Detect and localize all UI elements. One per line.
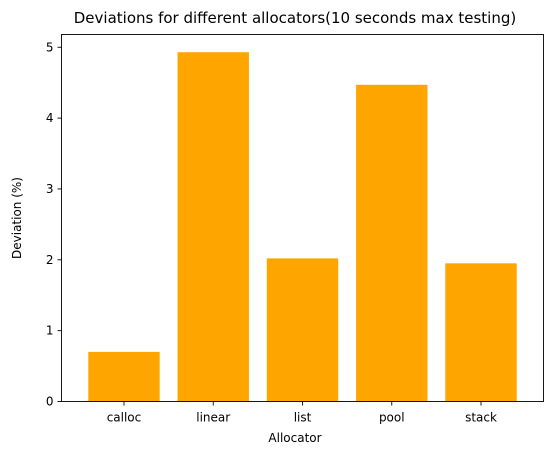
x-tick-label: stack — [465, 411, 497, 425]
y-tick-label: 2 — [46, 253, 54, 267]
y-tick-label: 1 — [46, 324, 54, 338]
bars-group — [88, 52, 517, 402]
y-tick-label: 4 — [46, 111, 54, 125]
x-axis-ticks: calloc linear list pool stack — [107, 401, 497, 425]
x-tick-label: calloc — [107, 411, 142, 425]
y-tick-label: 0 — [46, 395, 54, 409]
chart-title: Deviations for different allocators(10 s… — [74, 9, 516, 27]
x-tick-label: linear — [196, 411, 230, 425]
x-tick-label: list — [294, 411, 312, 425]
bar-calloc — [88, 351, 160, 402]
bar-list — [266, 258, 339, 402]
y-axis-label: Deviation (%) — [10, 177, 24, 259]
y-axis-ticks: 0 1 2 3 4 5 — [46, 40, 62, 409]
bar-linear — [177, 52, 249, 402]
bar-pool — [356, 84, 428, 402]
bar-stack — [445, 263, 517, 402]
x-tick-label: pool — [379, 411, 405, 425]
y-tick-label: 3 — [46, 182, 54, 196]
plot-frame — [61, 34, 544, 402]
y-tick-label: 5 — [46, 40, 54, 54]
x-axis-label: Allocator — [268, 431, 321, 445]
